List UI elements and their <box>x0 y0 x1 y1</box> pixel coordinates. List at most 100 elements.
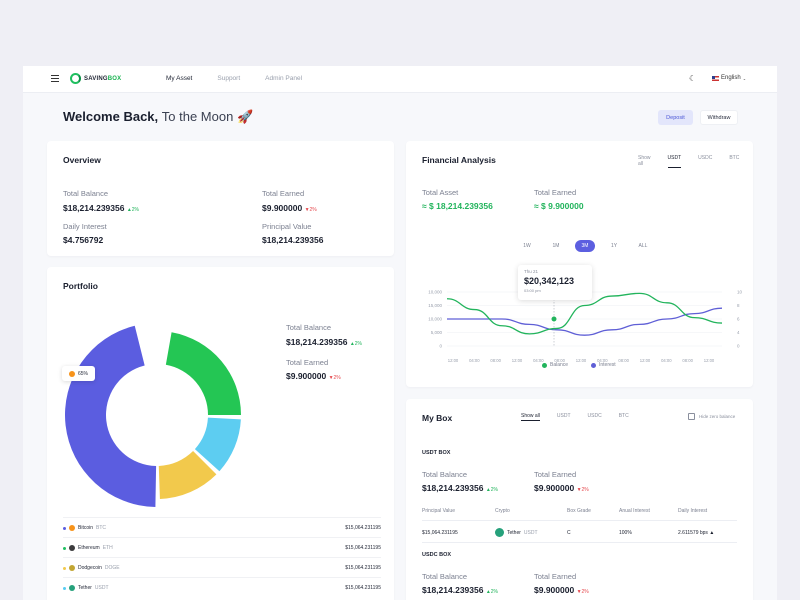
y-left-tick: 15,000 <box>428 303 442 308</box>
donut-segment-cyan[interactable] <box>194 417 241 472</box>
rocket-icon: 🚀 <box>236 109 254 124</box>
analysis-earned-value: ≈ $ 9.900000 <box>534 201 584 211</box>
portfolio-total-earned-value: $9.900000 ▼2% <box>286 371 341 381</box>
chart-tooltip: Thu 21 $20,342,123 03:00 pm <box>518 265 592 300</box>
tether-icon <box>495 528 504 537</box>
language-label: English <box>721 75 741 81</box>
logo-mark-icon <box>70 73 81 84</box>
donut-segment-green[interactable] <box>165 332 242 415</box>
list-item[interactable]: Bitcoin BTC $15,064.231195 <box>63 517 381 537</box>
usdt-total-balance-value: $18,214.239356 ▲2% <box>422 483 499 493</box>
hamburger-icon[interactable] <box>51 75 59 82</box>
dodgecoin-icon <box>69 565 75 571</box>
y-right-tick: 6 <box>737 317 740 322</box>
usdt-total-earned-label: Total Earned <box>534 470 577 479</box>
principal-value: $18,214.239356 <box>262 235 324 245</box>
total-earned-label: Total Earned <box>262 189 305 198</box>
overview-card: Overview Total Balance $18,214.239356 ▲2… <box>47 141 394 256</box>
asset-name: Bitcoin BTC <box>63 525 106 531</box>
change-up-badge: ▲2% <box>126 207 140 213</box>
portfolio-total-balance-value: $18,214.239356 ▲2% <box>286 337 363 347</box>
donut-segment-blue[interactable] <box>65 325 157 507</box>
x-tick: 04:00 <box>661 358 672 363</box>
portfolio-donut-chart <box>65 325 242 507</box>
list-item[interactable]: Tether USDT $15,064.231195 <box>63 577 381 597</box>
x-tick: 08:00 <box>490 358 501 363</box>
table-divider <box>422 542 737 543</box>
y-left-tick: 10,000 <box>428 317 442 322</box>
usdt-box-title: USDT BOX <box>422 450 451 456</box>
mybox-tab-usdc[interactable]: USDC <box>587 413 602 419</box>
deposit-button[interactable]: Deposit <box>658 110 693 125</box>
mybox-tab-btc[interactable]: BTC <box>618 413 629 419</box>
tab-usdc[interactable]: USDC <box>698 155 713 161</box>
overview-title: Overview <box>63 155 101 165</box>
table-divider <box>422 520 737 521</box>
principal-value-label: Principal Value <box>262 222 312 231</box>
x-tick: 12:00 <box>512 358 523 363</box>
series-bullet <box>63 546 66 550</box>
row-principal: $15,064.231195 <box>422 530 458 536</box>
portfolio-total-earned-label: Total Earned <box>286 358 329 367</box>
daily-interest-value: $4.756792 <box>63 235 104 245</box>
withdraw-button[interactable]: Withdraw <box>700 110 738 125</box>
x-tick: 12:00 <box>576 358 587 363</box>
x-tick: 04:00 <box>469 358 480 363</box>
y-left-tick: 0 <box>439 344 442 349</box>
header-principal: Principal Value <box>422 508 455 514</box>
change-down-badge: ▼2% <box>304 207 317 213</box>
app: SAVINGBOX My Asset Support Admin Panel ☾… <box>23 66 777 600</box>
us-flag-icon <box>712 75 719 81</box>
range-1w[interactable]: 1W <box>523 243 531 249</box>
nav-admin-panel[interactable]: Admin Panel <box>265 75 303 82</box>
range-all[interactable]: ALL <box>638 243 648 249</box>
nav-support[interactable]: Support <box>217 75 241 82</box>
mybox-tab-usdt[interactable]: USDT <box>556 413 571 419</box>
range-selector: 1W 1M 3M 1Y ALL <box>517 240 653 252</box>
x-tick: 08:00 <box>554 358 565 363</box>
usdc-box-title: USDC BOX <box>422 552 452 558</box>
donut-segments <box>65 325 242 507</box>
list-item[interactable]: Dodgecoin DOGE $15,064.231195 <box>63 557 381 577</box>
range-1y[interactable]: 1Y <box>610 243 618 249</box>
hide-zero-checkbox[interactable] <box>688 413 695 420</box>
moon-icon[interactable]: ☾ <box>689 74 697 83</box>
analysis-title: Financial Analysis <box>422 155 496 165</box>
logo[interactable]: SAVINGBOX <box>70 73 121 84</box>
donut-segment-yellow[interactable] <box>158 451 217 499</box>
usdc-total-earned-label: Total Earned <box>534 572 577 581</box>
x-tick: 12:00 <box>704 358 715 363</box>
tab-show-all[interactable]: Show all <box>638 155 651 167</box>
header-annual-interest: Anual Interest <box>619 508 650 514</box>
usdc-total-balance-label: Total Balance <box>422 572 468 581</box>
series-line-balance[interactable] <box>446 292 723 335</box>
series-line-interest[interactable] <box>447 307 723 336</box>
row-box-grade: C <box>567 530 571 536</box>
list-item[interactable]: Ethereum ETH $15,064.231195 <box>63 537 381 557</box>
language-selector[interactable]: English ⌄ <box>712 75 746 81</box>
row-crypto: Tether USDT <box>495 528 538 537</box>
asset-amount: $15,064.231195 <box>345 565 381 571</box>
tab-usdt[interactable]: USDT <box>667 155 682 168</box>
logo-text: SAVINGBOX <box>84 75 122 82</box>
hover-point[interactable] <box>550 315 558 323</box>
series-bullet <box>63 566 66 570</box>
total-asset-label: Total Asset <box>422 188 459 197</box>
y-right-tick: 10 <box>737 290 743 295</box>
daily-interest-label: Daily Interest <box>63 222 107 231</box>
range-3m[interactable]: 3M <box>575 240 595 252</box>
nav-my-asset[interactable]: My Asset <box>166 75 193 82</box>
total-balance-label: Total Balance <box>63 189 109 198</box>
x-tick: 08:00 <box>618 358 629 363</box>
y-left-tick: 10,000 <box>428 290 442 295</box>
portfolio-title: Portfolio <box>63 281 98 291</box>
portfolio-total-balance-label: Total Balance <box>286 323 332 332</box>
y-right-tick: 0 <box>737 344 740 349</box>
range-1m[interactable]: 1M <box>552 243 560 249</box>
total-earned-value: $9.900000 ▼2% <box>262 203 317 213</box>
asset-amount: $15,064.231195 <box>345 545 381 551</box>
tab-btc[interactable]: BTC <box>729 155 740 161</box>
analysis-tabs: Show all USDT USDC BTC <box>638 155 756 168</box>
financial-analysis-card: Financial Analysis Show all USDT USDC BT… <box>406 141 753 387</box>
mybox-tab-show-all[interactable]: Show all <box>521 413 540 421</box>
